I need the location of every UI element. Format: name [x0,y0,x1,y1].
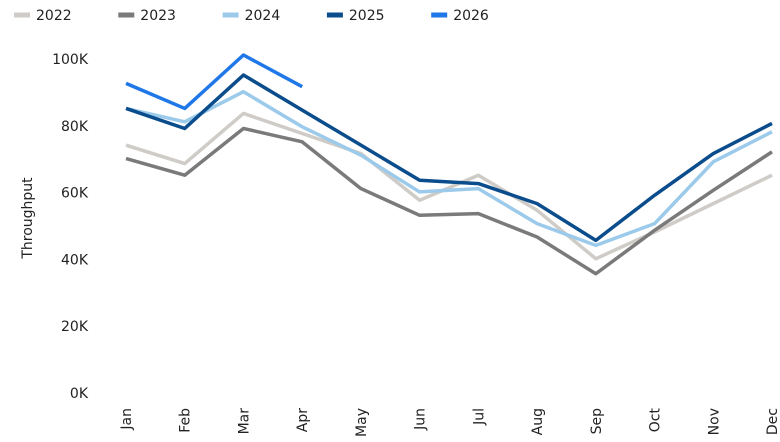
y-axis-label: Throughput [20,177,36,260]
y-tick-label: 0K [70,386,89,402]
x-tick-label: Dec [765,408,780,435]
legend-label: 2023 [140,8,176,24]
x-tick-label: Nov [706,408,722,435]
y-tick-label: 20K [61,319,89,335]
y-tick-label: 100K [52,52,89,68]
legend-label: 2026 [453,8,489,24]
x-tick-label: Jan [119,408,135,431]
y-tick-label: 40K [61,252,89,268]
legend-label: 2025 [349,8,385,24]
x-tick-label: Jul [471,408,487,426]
line-series [125,126,773,276]
y-tick-label: 60K [61,186,89,202]
legend-label: 2022 [36,8,72,24]
x-tick-label: Sep [589,408,605,435]
line-series [125,111,773,261]
line-series [125,73,773,243]
x-tick-label: May [354,408,370,437]
line-series [125,89,773,248]
x-tick-label: Jun [413,408,429,431]
y-tick-label: 80K [61,119,89,135]
line-series [125,53,304,111]
x-tick-label: Oct [648,408,664,433]
x-tick-label: Feb [178,408,194,433]
x-tick-label: Aug [530,408,546,435]
x-tick-label: Mar [236,408,252,435]
legend-label: 2024 [245,8,281,24]
x-tick-label: Apr [295,408,311,432]
